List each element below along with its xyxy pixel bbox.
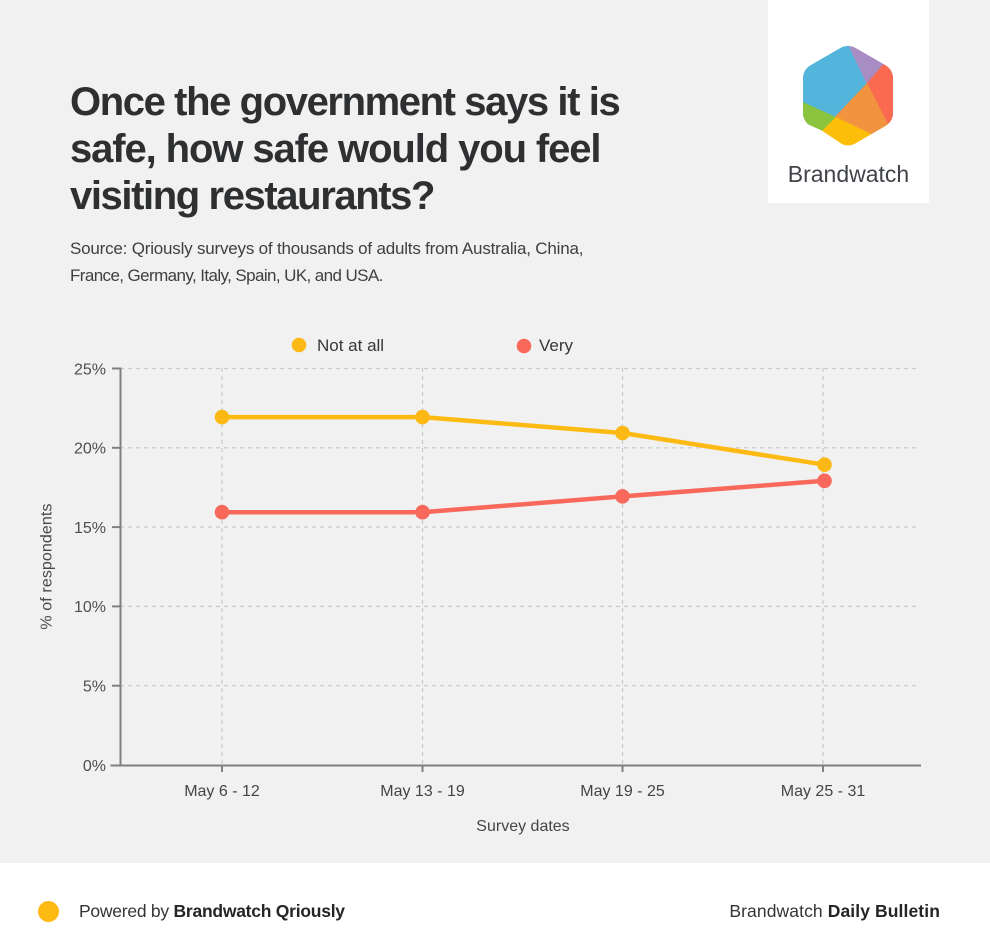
svg-text:Very: Very [539,336,574,355]
svg-text:0%: 0% [83,758,106,775]
svg-text:Not at all: Not at all [317,336,384,355]
svg-text:May 19 - 25: May 19 - 25 [580,783,665,800]
svg-text:May 25 - 31: May 25 - 31 [781,783,866,800]
svg-text:May 6 - 12: May 6 - 12 [184,783,260,800]
svg-text:5%: 5% [83,679,106,696]
svg-text:Survey dates: Survey dates [476,818,569,835]
svg-text:15%: 15% [74,520,106,537]
svg-text:10%: 10% [74,599,106,616]
svg-text:20%: 20% [74,441,106,458]
svg-text:May 13 - 19: May 13 - 19 [380,783,465,800]
svg-text:% of respondents: % of respondents [39,503,56,629]
svg-text:25%: 25% [74,361,106,378]
